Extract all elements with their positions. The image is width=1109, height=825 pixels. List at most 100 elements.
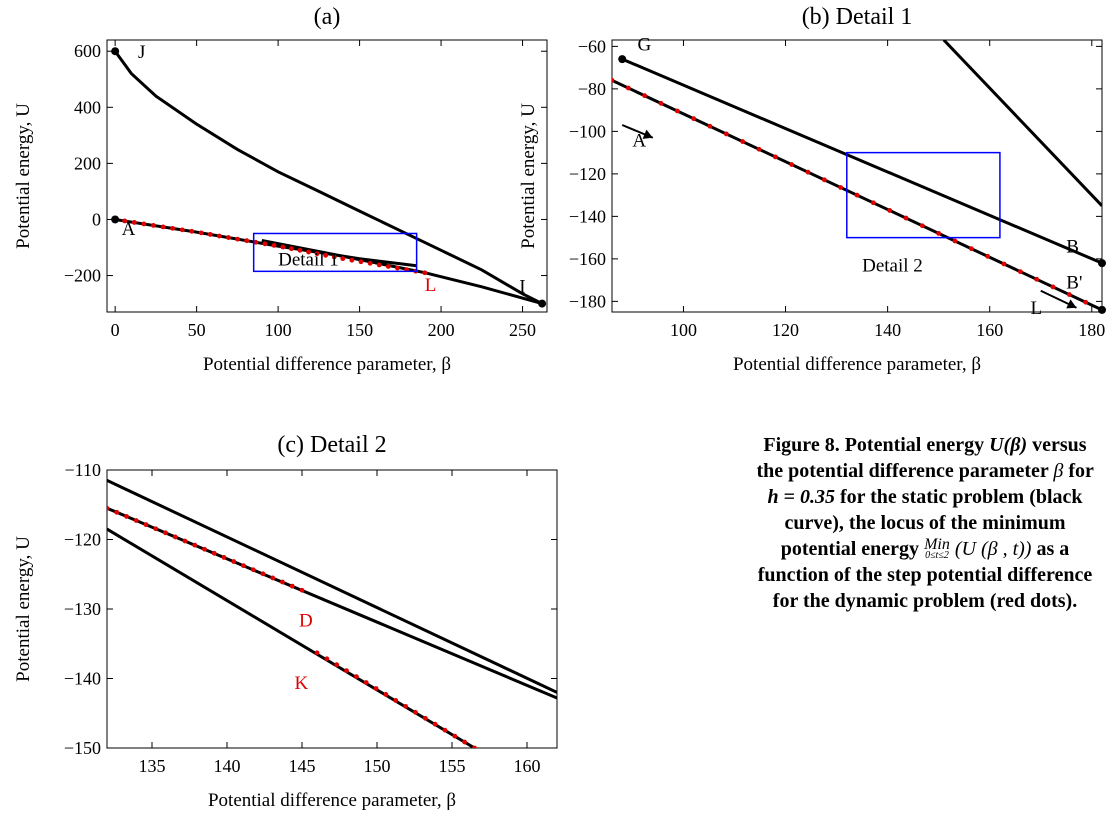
arrow-head [1066,299,1077,309]
red-dot [642,93,648,99]
red-dot [314,650,320,656]
red-dot [182,538,188,544]
red-dot [280,579,285,585]
x-tick-label: 180 [1078,320,1105,340]
red-dot [358,259,364,265]
red-dot [789,162,795,167]
red-dot [260,571,266,577]
red-dot [289,583,295,589]
red-dot [280,244,286,250]
annotation-label: A [632,130,646,151]
x-tick-label: 155 [439,756,466,776]
red-dot [674,108,680,114]
red-dot [163,530,168,536]
red-dot [1034,276,1040,282]
red-dot [740,139,746,144]
red-dot [936,230,942,236]
y-tick-label: 400 [74,97,101,117]
red-dot [383,692,389,697]
point-marker [1098,259,1106,268]
y-tick-label: −180 [569,291,606,311]
y-axis-label: Potential energy, U [13,536,34,682]
red-dot [756,146,762,152]
red-dot [1066,292,1072,297]
red-dot [141,221,147,227]
red-dot [114,509,120,515]
red-dot [198,230,204,236]
plot-area [112,50,543,306]
red-dot [870,200,876,206]
red-dot [395,265,400,271]
x-tick-label: 250 [509,320,536,340]
red-dot [211,550,217,556]
red-dot [432,721,438,727]
annotation-label: B' [1066,273,1082,294]
plot-area [107,479,557,748]
y-tick-label: −80 [578,79,606,99]
y-tick-label: 200 [74,153,101,173]
red-dot [289,246,294,252]
chart-title: (b) Detail 1 [802,4,913,30]
x-axis-label: Potential difference parameter, β [208,790,456,811]
detail-box [846,151,1001,239]
red-dot [353,674,359,679]
x-tick-label: 140 [214,756,241,776]
x-axis-label: Potential difference parameter, β [733,354,981,375]
x-tick-label: 160 [976,320,1003,340]
x-tick-label: 100 [265,320,292,340]
red-dot [373,686,379,691]
series-line-3 [261,239,543,306]
red-dot [854,192,860,198]
red-dot [393,697,399,703]
series-line-3 [942,40,1102,207]
red-dot [367,260,373,266]
red-dot [968,246,974,252]
plot-area [612,40,1102,312]
plot-frame [106,469,558,749]
red-dot [151,222,156,228]
red-dot [231,559,237,564]
red-dot [707,123,713,129]
x-axis-label: Potential difference parameter, β [203,354,451,375]
arrow-head [642,129,653,139]
annotation-label: L [425,275,437,296]
red-dot [216,233,222,239]
chart-panel-a: (a) 0 50 100 150 200 250 −200 0 200 400 600 Potentia… [13,4,548,375]
red-dot [226,235,231,240]
detail-box [252,232,418,273]
min-operator: Min 0≤t≤2 [924,536,950,562]
annotation-label: J [138,42,145,63]
red-dot [179,227,185,233]
red-dot [422,715,428,721]
red-dot [124,514,129,519]
red-dot [331,254,337,260]
red-dot [253,239,259,245]
red-dot [821,177,827,183]
red-dot [241,563,246,569]
y-tick-label: −60 [578,36,606,56]
red-dot [207,232,213,237]
red-dot [153,526,159,532]
red-dot [838,185,844,190]
red-dot [919,223,925,229]
red-dot [306,249,311,255]
x-tick-label: 200 [428,320,455,340]
chart-title: (a) [314,4,341,30]
chart-panel-c: (c) Detail 2 135 140 145 150 155 160 −150 −140 −1… [13,432,558,811]
series-line-2 [114,218,417,268]
red-dot [133,518,139,523]
point-marker [1098,305,1106,314]
red-dot [1017,269,1023,275]
series-line-1 [107,479,557,694]
annotation-label: A [122,219,136,240]
figure-caption: Figure 8. Potential energy U(β) versus t… [756,434,1094,612]
annotation-label: Detail 1 [278,250,339,271]
red-dot [723,131,729,137]
red-dot [170,225,176,231]
red-dot [887,208,893,213]
red-dot [363,680,369,685]
red-dot [340,256,346,262]
y-tick-label: −120 [64,530,101,550]
red-dot [691,116,697,122]
red-dot [422,270,428,276]
